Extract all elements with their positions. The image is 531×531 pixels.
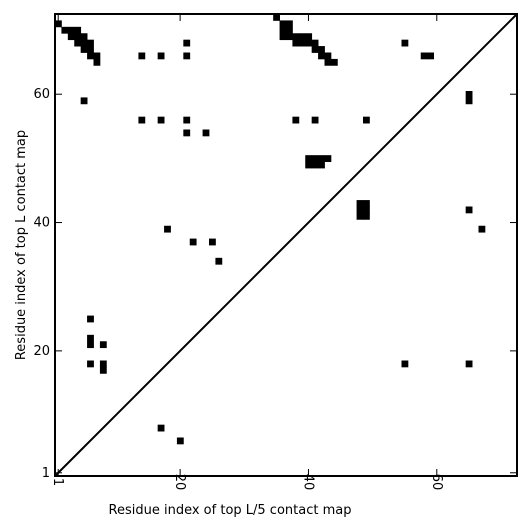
contact-cell [87, 334, 94, 342]
contact-cell [74, 39, 82, 47]
contact-cell [74, 26, 82, 34]
contact-cell [286, 33, 293, 41]
contact-cell [87, 46, 94, 53]
contact-cell [279, 33, 287, 41]
contact-cell [67, 33, 75, 41]
contact-cell [157, 52, 165, 60]
contact-cell [324, 52, 332, 60]
contact-cell [93, 58, 101, 66]
contact-cell [465, 97, 473, 105]
contact-cell [87, 315, 94, 323]
contact-cell [311, 39, 319, 47]
contact-cell [67, 26, 75, 34]
contact-cell [74, 33, 82, 41]
y-tick-label: 40 [33, 216, 50, 231]
contact-cell [202, 129, 210, 137]
contact-cell [305, 155, 313, 162]
axis-ticks: 1 20 40 60 1 20 40 60 [33, 14, 517, 490]
contact-cells [55, 14, 486, 445]
y-tick-label: 1 [42, 466, 50, 481]
contact-cell [189, 238, 197, 246]
contact-cell [273, 14, 280, 21]
contact-cell [80, 46, 88, 53]
contact-cell [292, 33, 300, 41]
contact-cell [292, 39, 300, 47]
contact-cell [87, 341, 94, 349]
contact-cell [465, 206, 473, 214]
y-tick-label: 20 [33, 344, 50, 359]
plot-frame [54, 13, 518, 477]
contact-cell [93, 52, 101, 60]
contact-cell [420, 52, 428, 60]
contact-cell [215, 257, 223, 265]
contact-cell [324, 58, 332, 66]
contact-cell [311, 116, 319, 124]
contact-cell [183, 39, 191, 47]
contact-cell [138, 52, 146, 60]
contact-cell [286, 20, 293, 28]
contact-cell [80, 97, 88, 105]
contact-cell [311, 46, 319, 53]
contact-cell [478, 225, 486, 233]
contact-cell [356, 212, 364, 220]
contact-cell [80, 39, 88, 47]
y-axis-title: Residue index of top L contact map [14, 130, 29, 360]
contact-cell [279, 20, 287, 28]
contact-cell [157, 424, 165, 432]
contact-cell [157, 116, 165, 124]
contact-cell [87, 52, 94, 60]
contact-cell [305, 39, 313, 47]
contact-cell [99, 366, 107, 374]
contact-cell [87, 39, 94, 47]
x-tick-label: 60 [429, 474, 444, 491]
contact-cell [318, 52, 325, 60]
contact-cell [318, 46, 325, 53]
contact-cell [401, 360, 409, 368]
contact-cell [330, 58, 338, 66]
contact-cell [298, 39, 306, 47]
contact-cell [164, 225, 171, 233]
contact-cell [311, 161, 319, 169]
contact-cell [318, 155, 325, 162]
contact-cell [311, 155, 319, 162]
contact-cell [318, 161, 325, 169]
contact-cell [176, 437, 184, 445]
contact-cell [286, 26, 293, 34]
contact-cell [61, 26, 69, 34]
contact-cell [55, 20, 62, 28]
contact-cell [183, 129, 191, 137]
contact-cell [183, 52, 191, 60]
contact-cell [138, 116, 146, 124]
contact-cell [292, 116, 300, 124]
diagonal-line [54, 13, 518, 477]
contact-cell [465, 360, 473, 368]
x-tick-label: 40 [300, 474, 315, 491]
contact-cell [183, 116, 191, 124]
contact-cell [279, 26, 287, 34]
contact-cell [427, 52, 434, 60]
contact-cell [209, 238, 216, 246]
contact-cell [305, 33, 313, 41]
contact-cell [465, 91, 473, 98]
contact-cell [305, 161, 313, 169]
contact-cell [363, 200, 370, 207]
x-axis-title: Residue index of top L/5 contact map [109, 503, 352, 518]
x-tick-label: 1 [50, 478, 65, 486]
contact-cell [363, 116, 370, 124]
contact-cell [80, 33, 88, 41]
contact-cell [363, 206, 370, 214]
contact-cell [324, 155, 332, 162]
contact-cell [356, 200, 364, 207]
x-tick-label: 20 [172, 474, 187, 491]
contact-cell [356, 206, 364, 214]
contact-cell [298, 33, 306, 41]
contact-cell [99, 360, 107, 368]
contact-cell [401, 39, 409, 47]
contact-cell [99, 341, 107, 349]
contact-cell [363, 212, 370, 220]
y-tick-label: 60 [33, 87, 50, 102]
contact-cell [87, 360, 94, 368]
